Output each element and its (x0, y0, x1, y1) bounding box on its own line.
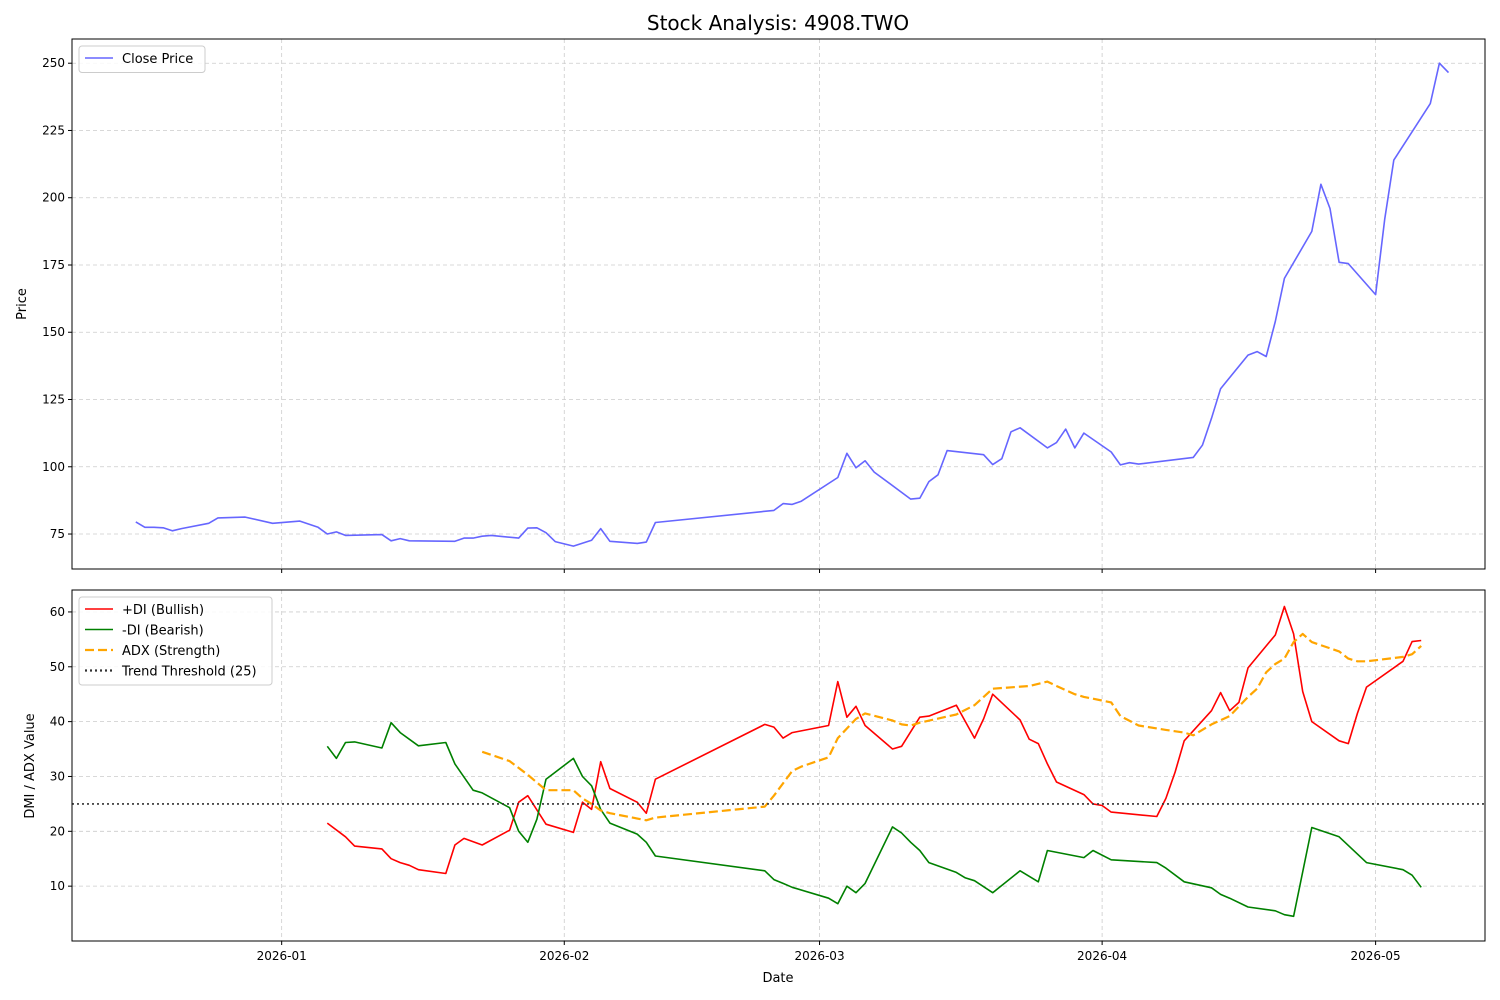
price-y-tick-label: 100 (42, 460, 65, 474)
dmi-y-tick-label: 50 (50, 660, 65, 674)
price-y-tick-label: 150 (42, 325, 65, 339)
price-y-label: Price (15, 288, 30, 320)
price-y-tick-label: 200 (42, 191, 65, 205)
price-panel: 75 100 125 150 175 200 225 250 Price Close Pric… (15, 38, 1486, 573)
price-y-tick-label: 125 (42, 393, 65, 407)
adx-strength-line (481, 632, 1422, 822)
dmi-plot-frame (71, 589, 1486, 942)
dmi-y-axis: 10 20 30 40 50 60 (50, 605, 72, 893)
legend-label: ADX (Strength) (122, 644, 220, 659)
x-axis: 2026-01 2026-02 2026-03 2026-04 2026-05 (257, 941, 1401, 963)
dmi-y-tick-label: 10 (50, 879, 65, 893)
dmi-y-label: DMI / ADX Value (23, 713, 38, 818)
price-legend: Close Price (78, 45, 206, 73)
dmi-y-tick-label: 60 (50, 605, 65, 619)
close-price-line (135, 62, 1450, 547)
di-bearish-line (326, 721, 1422, 918)
dmi-series-layer (72, 605, 1485, 918)
x-tick-label: 2026-05 (1351, 949, 1401, 963)
price-y-axis: 75 100 125 150 175 200 225 250 (42, 56, 72, 541)
price-series-layer (135, 62, 1450, 547)
chart-title: Stock Analysis: 4908.TWO (647, 11, 909, 35)
price-plot-frame (71, 38, 1486, 570)
x-tick-label: 2026-04 (1077, 949, 1127, 963)
x-tick-label: 2026-03 (794, 949, 844, 963)
dmi-y-tick-label: 20 (50, 824, 65, 838)
x-tick-label: 2026-01 (257, 949, 307, 963)
price-y-tick-label: 250 (42, 56, 65, 70)
legend-label: -DI (Bearish) (122, 624, 204, 639)
legend-label: Close Price (122, 52, 193, 67)
di-bullish-line (326, 605, 1422, 875)
dmi-legend: +DI (Bullish) -DI (Bearish) ADX (Strength)… (78, 596, 273, 686)
price-gridlines (72, 39, 1485, 569)
dmi-y-tick-label: 30 (50, 769, 65, 783)
dmi-y-tick-label: 40 (50, 715, 65, 729)
x-tick-label: 2026-02 (539, 949, 589, 963)
legend-box (78, 45, 206, 73)
price-y-tick-label: 225 (42, 123, 65, 137)
x-axis-label: Date (762, 971, 793, 986)
price-x-axis-ticks (281, 569, 1377, 573)
legend-label: +DI (Bullish) (122, 603, 204, 618)
price-y-tick-label: 175 (42, 258, 65, 272)
legend-label: Trend Threshold (25) (121, 665, 257, 680)
legend-box (78, 596, 273, 686)
price-y-tick-label: 75 (50, 527, 65, 541)
